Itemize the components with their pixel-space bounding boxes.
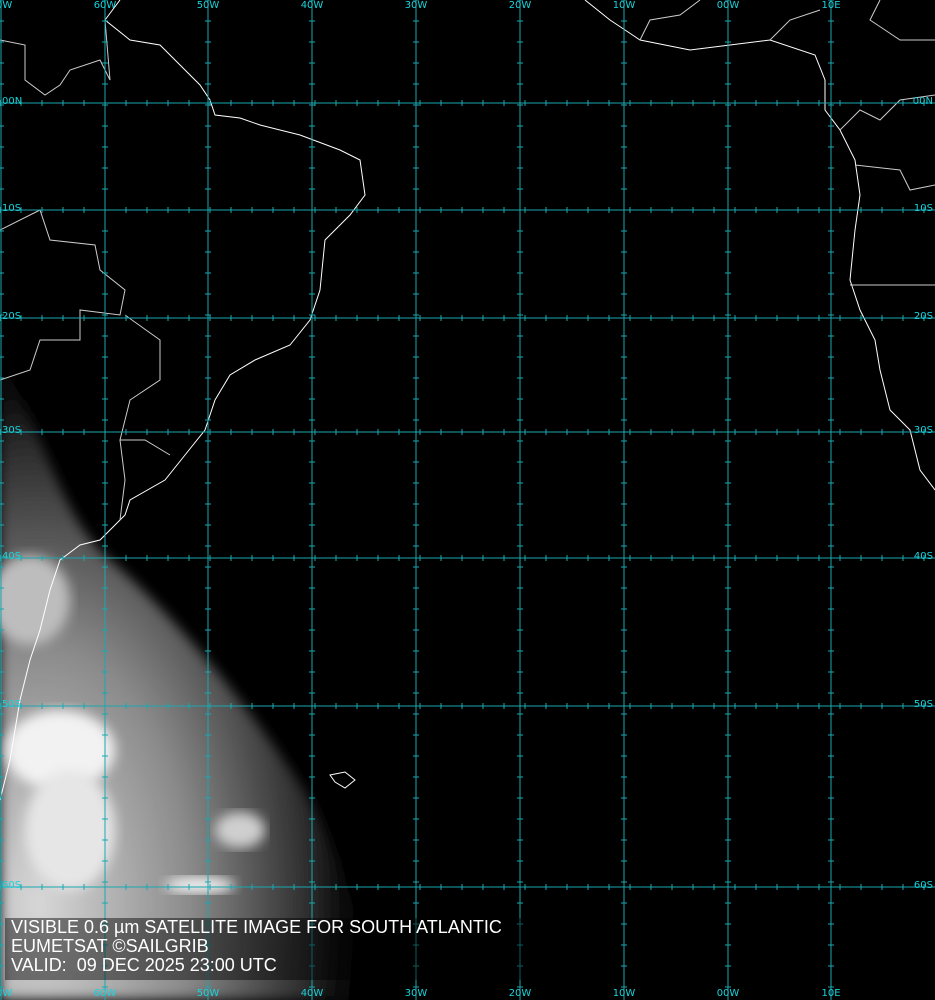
latitude-label: 20S	[2, 311, 21, 322]
longitude-label: 10W	[613, 988, 636, 999]
caption-valid-time: VALID: 09 DEC 2025 23:00 UTC	[11, 955, 277, 975]
longitude-label: 70W	[0, 988, 12, 999]
coastlines	[0, 0, 935, 801]
longitude-label: 50W	[197, 0, 220, 11]
longitude-label: 40W	[301, 0, 324, 11]
latitude-label: 00N	[2, 96, 22, 107]
latitude-label: 50S	[914, 699, 933, 710]
latitude-label: 60S	[914, 880, 933, 891]
africa-borders	[639, 0, 935, 286]
africa-coast	[584, 0, 935, 491]
latitude-label: 50S	[2, 699, 21, 710]
south-america-coast	[0, 0, 366, 801]
longitude-label: 00W	[717, 988, 740, 999]
longitude-label: 10E	[821, 988, 840, 999]
longitude-label: 30W	[405, 0, 428, 11]
latitude-label: 20S	[914, 311, 933, 322]
longitude-label: 30W	[405, 988, 428, 999]
latitude-label: 40S	[914, 551, 933, 562]
caption-source: EUMETSAT ©SAILGRIB	[11, 936, 209, 956]
caption-title: VISIBLE 0.6 µm SATELLITE IMAGE FOR SOUTH…	[11, 917, 502, 937]
cloud-layer	[0, 360, 380, 1000]
longitude-label: 20W	[509, 0, 532, 11]
latitude-label: 60S	[2, 880, 21, 891]
latitude-label: 40S	[2, 551, 21, 562]
latitude-label: 30S	[2, 425, 21, 436]
longitude-label: 10E	[821, 0, 840, 11]
longitude-label: 70W	[0, 0, 12, 11]
latitude-label: 10S	[2, 203, 21, 214]
longitude-label: 10W	[613, 0, 636, 11]
longitude-label: 50W	[197, 988, 220, 999]
latitude-label: 00N	[913, 96, 933, 107]
longitude-label: 20W	[509, 988, 532, 999]
longitude-label: 60W	[94, 988, 117, 999]
caption-box: VISIBLE 0.6 µm SATELLITE IMAGE FOR SOUTH…	[5, 918, 555, 980]
south-america-borders	[0, 19, 171, 521]
longitude-label: 60W	[94, 0, 117, 11]
latitude-label: 30S	[914, 425, 933, 436]
falkland-islands	[329, 771, 356, 789]
longitude-label: 00W	[717, 0, 740, 11]
longitude-label: 40W	[301, 988, 324, 999]
latitude-label: 10S	[914, 203, 933, 214]
